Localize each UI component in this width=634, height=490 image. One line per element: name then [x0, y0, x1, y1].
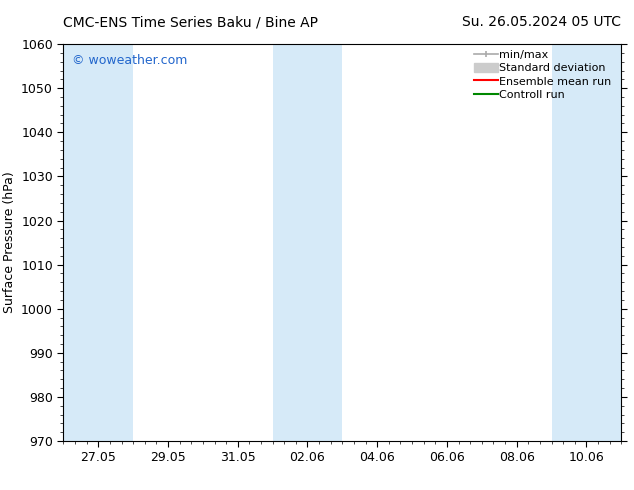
Bar	[552, 44, 621, 441]
Bar	[63, 44, 133, 441]
Text: Su. 26.05.2024 05 UTC: Su. 26.05.2024 05 UTC	[462, 15, 621, 29]
Y-axis label: Surface Pressure (hPa): Surface Pressure (hPa)	[3, 172, 16, 314]
Text: © woweather.com: © woweather.com	[72, 54, 187, 67]
Bar	[273, 44, 342, 441]
Legend: min/max, Standard deviation, Ensemble mean run, Controll run: min/max, Standard deviation, Ensemble me…	[471, 48, 618, 102]
Bar	[552, 44, 621, 441]
Text: CMC-ENS Time Series Baku / Bine AP: CMC-ENS Time Series Baku / Bine AP	[63, 15, 318, 29]
